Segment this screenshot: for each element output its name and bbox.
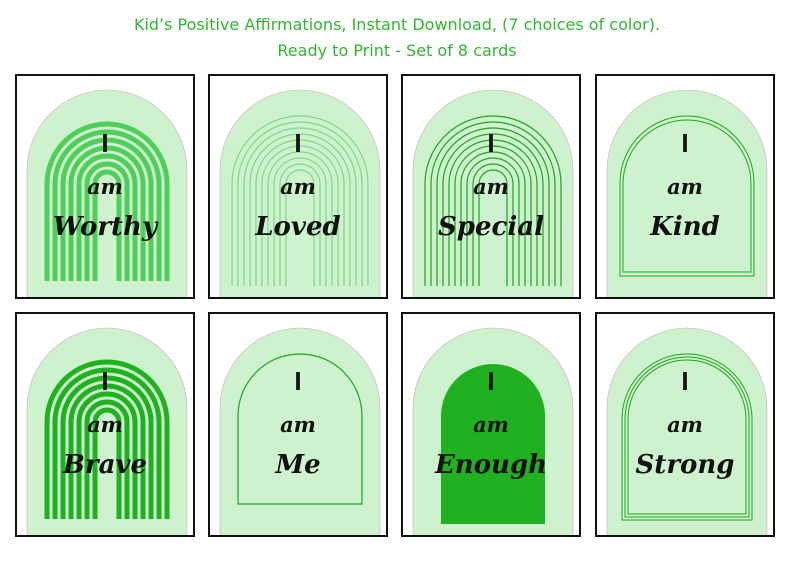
- arch-outline: [619, 115, 755, 277]
- arch-graphic: [606, 327, 768, 535]
- rainbow-stripe: [285, 169, 315, 286]
- card-word-am: am: [87, 174, 123, 199]
- page-header: Kid’s Positive Affirmations, Instant Dow…: [0, 12, 794, 64]
- card-word-am: am: [87, 412, 123, 437]
- rainbow-stripe: [243, 127, 357, 286]
- card-word-am: am: [473, 412, 509, 437]
- card-word-i: I: [681, 128, 689, 158]
- rainbow-stripe: [237, 121, 363, 286]
- arch-graphic: [219, 89, 381, 297]
- arch-outline: [621, 353, 753, 521]
- rainbow-stripe: [436, 127, 550, 286]
- rainbow-stripe: [60, 375, 154, 519]
- rainbow-stripe: [68, 145, 146, 281]
- rainbow-stripe: [472, 163, 514, 286]
- rainbow-stripe: [60, 137, 154, 281]
- card-word-am: am: [280, 412, 316, 437]
- rainbow-stripe: [261, 145, 339, 286]
- card-word-am: am: [667, 174, 703, 199]
- card-word-main: Loved: [255, 212, 341, 242]
- rainbow-stripe: [92, 407, 122, 519]
- arch-outline: [627, 359, 747, 515]
- rainbow-stripe: [273, 157, 327, 286]
- arch-graphic: [219, 327, 381, 535]
- rainbow-stripe: [279, 163, 321, 286]
- card-word-am: am: [280, 174, 316, 199]
- card-word-i: I: [294, 128, 302, 158]
- rainbow-stripe: [76, 391, 138, 519]
- card-word-i: I: [294, 366, 302, 396]
- header-subtitle: Ready to Print - Set of 8 cards: [277, 41, 517, 60]
- rainbow-stripe: [92, 169, 122, 281]
- card-word-main: Special: [438, 212, 544, 242]
- background-arch: [219, 327, 381, 535]
- rainbow-stripe: [84, 399, 130, 519]
- rainbow-stripe: [430, 121, 556, 286]
- card-word-i: I: [681, 366, 689, 396]
- affirmation-card: I am Worthy: [15, 74, 195, 299]
- rainbow-stripe: [52, 367, 162, 519]
- affirmation-card: I am Special: [401, 74, 581, 299]
- rainbow-stripe: [442, 133, 544, 286]
- rainbow-stripe: [249, 133, 351, 286]
- rainbow-stripe: [460, 151, 526, 286]
- card-word-i: I: [487, 128, 495, 158]
- arch-outline: [237, 353, 363, 505]
- card-word-main: Kind: [650, 212, 720, 242]
- card-word-i: I: [101, 366, 109, 396]
- rainbow-stripe: [267, 151, 333, 286]
- rainbow-stripe: [76, 153, 138, 281]
- solid-arch: [441, 364, 545, 524]
- affirmation-card: I am Kind: [595, 74, 775, 299]
- rainbow-stripe: [68, 383, 146, 519]
- rainbow-stripe: [466, 157, 520, 286]
- background-arch: [219, 89, 381, 297]
- background-arch: [606, 89, 768, 297]
- card-word-main: Worthy: [52, 212, 158, 242]
- rainbow-stripe: [424, 115, 562, 286]
- background-arch: [606, 327, 768, 535]
- rainbow-stripe: [454, 145, 532, 286]
- rainbow-stripe: [478, 169, 508, 286]
- arch-outline: [624, 356, 750, 518]
- header-title: Kid’s Positive Affirmations, Instant Dow…: [133, 15, 661, 34]
- rainbow-stripe: [231, 115, 369, 286]
- rainbow-stripe: [84, 161, 130, 281]
- arch-graphic: [606, 89, 768, 297]
- rainbow-stripe: [448, 139, 538, 286]
- card-word-main: Enough: [434, 450, 548, 480]
- card-word-main: Strong: [635, 450, 735, 480]
- rainbow-stripe: [255, 139, 345, 286]
- rainbow-stripe: [44, 359, 170, 519]
- rainbow-stripe: [44, 121, 170, 281]
- card-word-main: Me: [275, 450, 321, 480]
- arch-graphic: [412, 89, 574, 297]
- rainbow-stripe: [52, 129, 162, 281]
- affirmation-card: I am Loved: [208, 74, 388, 299]
- card-word-i: I: [487, 366, 495, 396]
- arch-graphic: [412, 327, 574, 535]
- affirmation-card: I am Strong: [595, 312, 775, 537]
- card-word-am: am: [667, 412, 703, 437]
- affirmation-card: I am Me: [208, 312, 388, 537]
- arch-graphic: [26, 327, 188, 535]
- card-word-main: Brave: [62, 450, 148, 480]
- card-word-am: am: [473, 174, 509, 199]
- arch-outline: [622, 119, 752, 273]
- arch-graphic: [26, 89, 188, 297]
- affirmation-card: I am Enough: [401, 312, 581, 537]
- background-arch: [412, 89, 574, 297]
- affirmation-card: I am Brave: [15, 312, 195, 537]
- card-word-i: I: [101, 128, 109, 158]
